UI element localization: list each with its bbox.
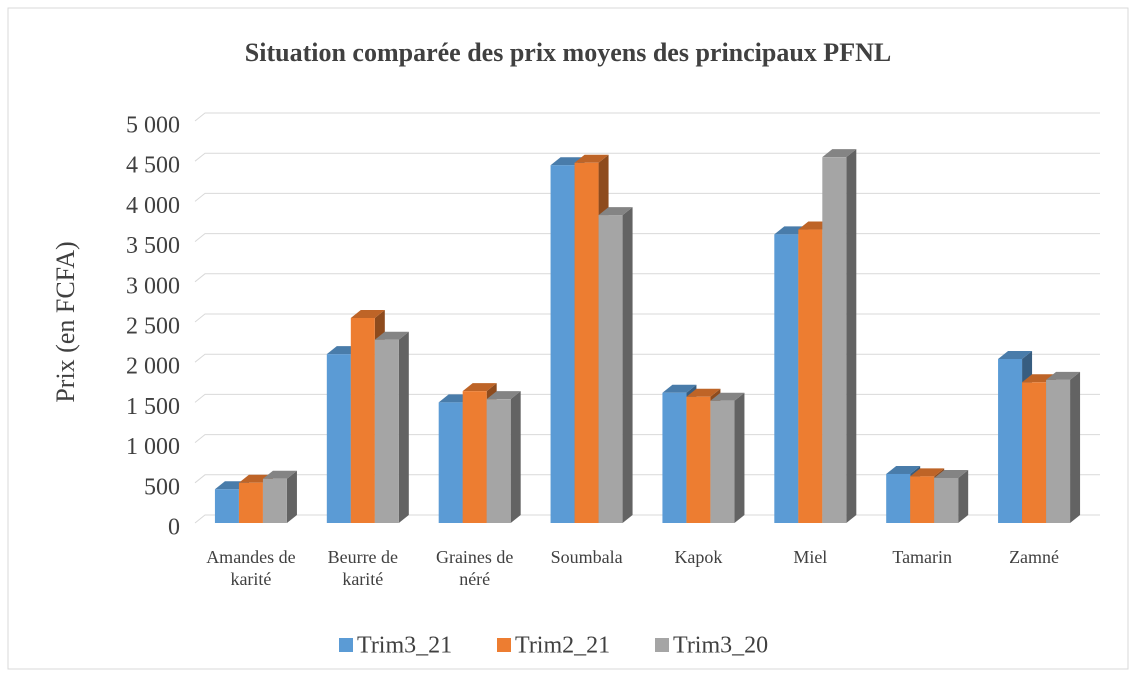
bar-front [798, 229, 823, 524]
bar-side [958, 469, 969, 523]
bar-top [910, 468, 945, 477]
bar-top [462, 383, 497, 392]
bar [822, 149, 857, 523]
bar-front [774, 234, 799, 523]
bar-front [462, 391, 487, 523]
bar-front [1046, 379, 1071, 523]
legend-label: Trim3_20 [673, 633, 768, 659]
bar-top [1046, 371, 1081, 380]
bar-top [998, 350, 1033, 359]
y-tick-label: 4 500 [126, 153, 180, 179]
bar-front [574, 162, 599, 524]
bar-front [934, 477, 959, 523]
bar-top [934, 469, 969, 478]
grid-line [194, 192, 1100, 202]
y-tick-label: 3 500 [126, 233, 180, 259]
bar-front [374, 339, 399, 523]
y-tick-label: 1 000 [126, 434, 180, 460]
y-tick-label: 2 500 [126, 314, 180, 340]
bar-side [1070, 371, 1081, 523]
x-tick-label: Graines de néré [435, 547, 514, 589]
bar-front [710, 400, 735, 523]
legend-label: Trim2_21 [515, 633, 610, 659]
bar-top [262, 470, 297, 479]
legend-label: Trim3_21 [357, 633, 452, 659]
bar-top [662, 384, 697, 393]
bar-top [886, 465, 921, 474]
y-tick-label: 500 [144, 474, 180, 500]
legend-swatch [339, 638, 353, 652]
bar [1046, 371, 1081, 523]
bar-top [598, 207, 633, 216]
x-tick-label: Beurre de karité [327, 547, 399, 589]
bar-top [822, 149, 857, 158]
bar [374, 331, 409, 523]
bar-top [374, 331, 409, 340]
bar-front [662, 392, 687, 523]
bar-front [214, 489, 239, 523]
bar-front [910, 476, 935, 523]
bar [710, 392, 745, 523]
bar-front [550, 165, 575, 523]
grid-line [194, 152, 1100, 162]
bar [486, 391, 521, 523]
legend-swatch [497, 638, 511, 652]
bar-front [686, 396, 711, 523]
bar-front [326, 354, 351, 523]
bar-top [350, 309, 385, 318]
y-tick-label: 3 000 [126, 273, 180, 299]
x-tick-label: Zamné [1009, 547, 1060, 567]
bar-front [262, 478, 287, 523]
bar-top [486, 391, 521, 400]
bar-front [350, 317, 375, 523]
bar-top [574, 154, 609, 163]
chart-title: Situation comparée des prix moyens des p… [245, 38, 891, 67]
y-axis-label: Prix (en FCFA) [51, 241, 80, 402]
bar-side [846, 149, 857, 523]
y-tick-label: 5 000 [126, 113, 180, 139]
x-tick-label: Kapok [674, 547, 723, 567]
bar-side [622, 207, 633, 523]
bar-front [486, 399, 511, 523]
grid-line [194, 112, 1100, 122]
x-tick-label: Miel [793, 547, 828, 567]
bar-front [998, 358, 1023, 523]
x-tick-label: Tamarin [892, 547, 953, 567]
bar [598, 207, 633, 523]
y-tick-label: 4 000 [126, 193, 180, 219]
x-tick-label: Soumbala [550, 547, 623, 567]
bar-top [710, 392, 745, 401]
bar-front [598, 215, 623, 523]
y-tick-label: 2 000 [126, 354, 180, 380]
y-tick-label: 1 500 [126, 394, 180, 420]
bar [262, 470, 297, 523]
bar-side [398, 331, 409, 523]
bar-side [510, 391, 521, 523]
bar-front [822, 157, 847, 523]
y-tick-label: 0 [168, 515, 180, 541]
bar-side [734, 392, 745, 523]
bar-front [1022, 382, 1047, 523]
bar-side [286, 470, 297, 523]
bar-front [238, 482, 263, 523]
x-tick-label: Amandes de karité [206, 547, 296, 589]
bar [934, 469, 969, 523]
legend-swatch [655, 638, 669, 652]
bar-top [686, 388, 721, 397]
bar-front [886, 473, 911, 523]
bar-front [438, 402, 463, 523]
